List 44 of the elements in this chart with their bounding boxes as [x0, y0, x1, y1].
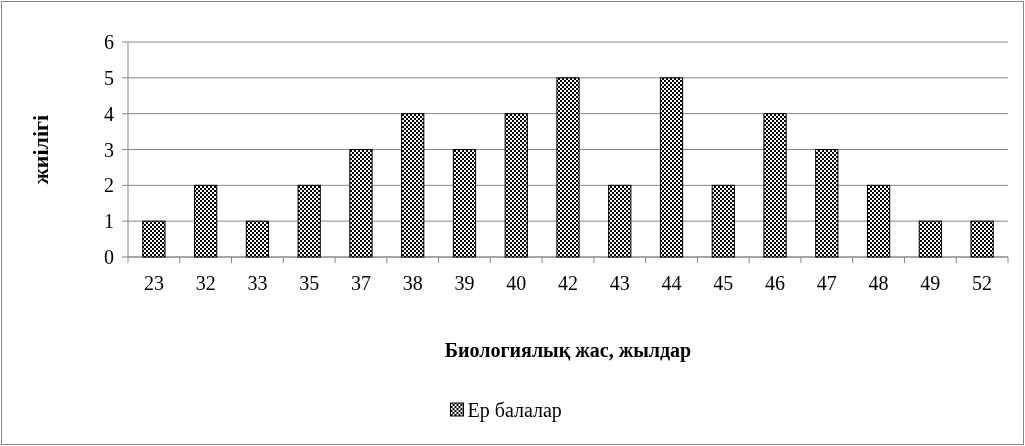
y-tick-label: 0 [104, 246, 114, 268]
bar [297, 184, 321, 258]
legend-label: Ер балалар [467, 399, 562, 422]
bar [349, 149, 373, 258]
x-tick-label: 32 [195, 272, 216, 294]
x-tick-label: 44 [661, 272, 682, 294]
bar [245, 220, 270, 258]
x-tick-label: 39 [454, 272, 475, 294]
bar [866, 184, 891, 258]
y-tick-label: 1 [104, 210, 114, 233]
x-tick-label: 48 [868, 272, 889, 294]
y-tick-label: 2 [104, 174, 114, 197]
bar [452, 149, 477, 258]
bar [918, 220, 942, 258]
y-tick-label: 6 [104, 31, 114, 53]
bar [763, 113, 787, 258]
bar [401, 113, 425, 258]
x-tick-label: 49 [920, 272, 941, 294]
bar [815, 149, 839, 258]
x-tick-label: 43 [609, 272, 630, 294]
y-axis-title: жиілігі [28, 114, 53, 185]
x-tick-label: 47 [816, 272, 837, 294]
bar [711, 184, 735, 258]
x-tick-label: 35 [299, 272, 320, 294]
x-tick-label: 38 [402, 272, 423, 294]
bar [504, 113, 528, 258]
x-tick-label: 33 [247, 272, 268, 294]
x-tick-label: 23 [143, 272, 164, 294]
y-tick-label: 4 [104, 102, 114, 125]
x-tick-label: 52 [972, 272, 993, 294]
bar [194, 184, 218, 258]
x-tick-label: 45 [713, 272, 734, 294]
bar [556, 77, 580, 258]
bar [142, 220, 166, 258]
x-tick-label: 37 [350, 272, 371, 294]
bar [970, 220, 994, 258]
y-tick-label: 5 [104, 66, 114, 89]
bar [659, 77, 684, 258]
x-tick-label: 42 [558, 272, 578, 294]
x-tick-label: 46 [765, 272, 786, 294]
y-tick-label: 3 [104, 138, 114, 161]
bar [608, 184, 632, 258]
x-tick-label: 40 [506, 272, 527, 294]
x-axis-title: Биологиялық жас, жылдар [444, 339, 692, 362]
